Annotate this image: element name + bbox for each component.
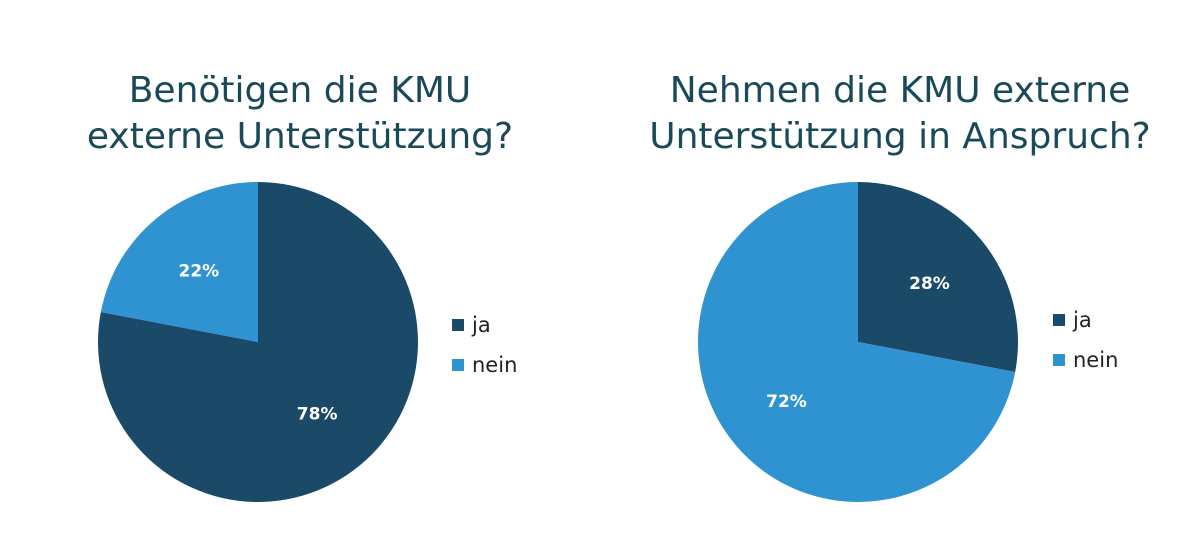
legend-swatch-nein [1053, 354, 1065, 366]
chart-nehmen: Nehmen die KMU externe Unterstützung in … [600, 0, 1200, 553]
data-label-nein: 22% [178, 261, 219, 281]
chart-benoetigen: Benötigen die KMU externe Unterstützung?… [0, 68, 600, 503]
legend-item-nein: nein [1053, 340, 1118, 380]
legend-swatch-ja [452, 319, 464, 331]
legend-item-ja: ja [452, 305, 517, 345]
legend-swatch-ja [1053, 314, 1065, 326]
pie-slice-ja [858, 182, 1018, 372]
legend-swatch-nein [452, 359, 464, 371]
chart-title: Benötigen die KMU externe Unterstützung? [0, 68, 600, 160]
data-label-nein: 72% [766, 392, 807, 412]
chart-title: Nehmen die KMU externe Unterstützung in … [600, 68, 1200, 160]
pie-slice-nein [698, 182, 1016, 502]
data-label-ja: 28% [909, 274, 950, 294]
chart-title-line-2: externe Unterstützung? [86, 116, 514, 157]
chart-title-line-1: Benötigen die KMU [128, 70, 472, 111]
data-label-ja: 78% [297, 405, 338, 425]
chart-title-line-1: Nehmen die KMU externe [669, 70, 1131, 111]
legend-item-nein: nein [452, 345, 517, 385]
legend: ja nein [1053, 300, 1118, 380]
legend: ja nein [452, 305, 517, 385]
pie-slice-nein [100, 182, 258, 342]
pie-chart: 78% 22% [98, 182, 418, 503]
legend-label-nein: nein [1073, 348, 1119, 372]
legend-label-nein: nein [472, 353, 518, 377]
chart-title-line-2: Unterstützung in Anspruch? [649, 116, 1151, 157]
pie-chart: 28% 72% [698, 182, 1018, 502]
legend-label-ja: ja [1073, 308, 1092, 332]
legend-item-ja: ja [1053, 300, 1118, 340]
legend-label-ja: ja [472, 313, 491, 337]
